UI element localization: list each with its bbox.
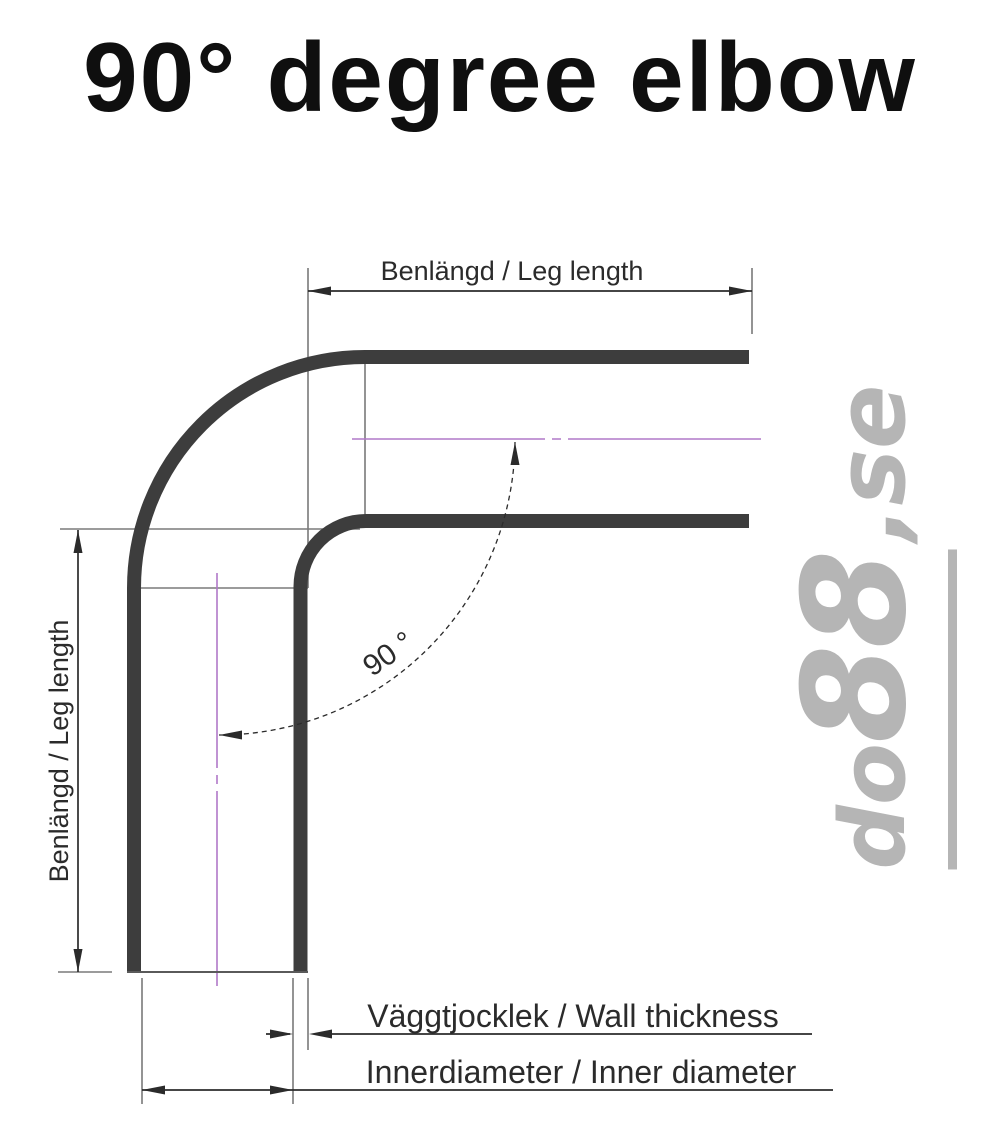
construction-lines [58,268,753,1104]
arrow-up-icon [73,530,83,553]
page-title: 90° degree elbow [83,22,917,132]
arrow-right-icon [270,1085,293,1095]
angle-label: 90 ° [357,625,420,683]
wall-thickness-label: Väggtjocklek / Wall thickness [367,998,778,1034]
watermark-underlined-part: do88 [773,549,957,870]
leg-length-top-label: Benlängd / Leg length [381,256,644,286]
arrow-left-icon [219,730,242,740]
watermark-88-text: 88 [773,553,938,744]
inner-diameter-dimension: Innerdiameter / Inner diameter [142,1054,833,1095]
angle-annotation: 90 ° [218,441,520,740]
leg-length-left-label: Benlängd / Leg length [44,620,74,883]
watermark-se-text: ,se [817,384,927,542]
arrow-left-icon [142,1085,165,1095]
tube-outer-wall [127,350,749,972]
leg-length-dimension-top: Benlängd / Leg length [308,256,752,296]
do88-watermark-logo: do88 ,se [773,385,957,870]
arrow-up-icon [510,442,520,465]
wall-thickness-dimension: Väggtjocklek / Wall thickness [266,998,812,1039]
centerlines [216,438,763,988]
inner-diameter-label: Innerdiameter / Inner diameter [366,1054,797,1090]
arrow-left-icon [308,286,331,296]
angle-arc [218,441,516,736]
arrow-left-icon [309,1029,332,1039]
arrow-right-icon [729,286,752,296]
elbow-tube [127,350,749,973]
arrow-down-icon [73,949,83,972]
tube-inner-wall [293,514,749,972]
arrow-right-icon [270,1029,293,1039]
leg-length-dimension-left: Benlängd / Leg length [44,530,83,972]
watermark-do-text: do [821,743,926,870]
